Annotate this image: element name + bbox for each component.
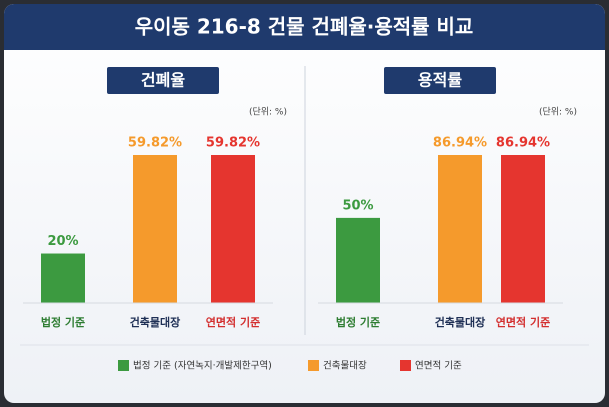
panel-badge [384,67,496,94]
unit-note: (단위: %) [539,107,577,118]
bar [133,155,177,303]
value-label: 86.94% [433,136,487,151]
panel-title: 용적률 [418,71,462,90]
category-label: 연면적 기준 [206,315,260,329]
legend-swatch [308,360,319,371]
header-band [4,4,605,50]
bar [336,217,380,303]
legend-label: 건축물대장 [323,361,367,372]
bar [501,155,545,303]
legend-swatch [400,360,411,371]
panel-title: 건폐율 [141,71,185,90]
bar [438,155,482,303]
legend-label: 연면적 기준 [415,360,462,372]
category-label: 건축물대장 [435,315,486,329]
value-label: 59.82% [206,136,260,151]
value-label: 20% [47,234,78,249]
category-label: 법정 기준 [41,315,85,329]
category-label: 법정 기준 [336,315,380,329]
bar [41,253,85,303]
legend-label: 법정 기준 (자연녹지·개발제한구역) [133,361,272,372]
value-label: 59.82% [128,136,182,151]
bar [211,155,255,303]
value-label: 50% [342,198,373,213]
legend-swatch [118,360,129,371]
unit-note: (단위: %) [249,107,287,118]
panel-badge [107,67,219,94]
category-label: 연면적 기준 [496,315,550,329]
value-label: 86.94% [496,136,550,151]
page-title: 우이동 216-8 건물 건폐율·용적률 비교 [135,15,474,39]
category-label: 건축물대장 [130,315,181,329]
